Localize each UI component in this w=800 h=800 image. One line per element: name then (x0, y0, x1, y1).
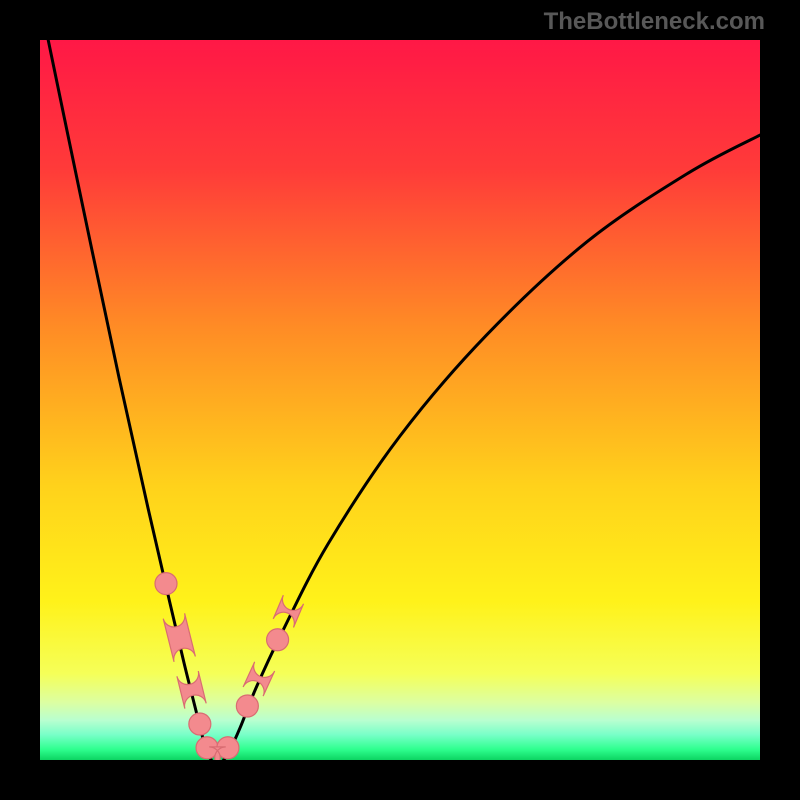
plot-area (40, 40, 760, 760)
watermark-text: TheBottleneck.com (544, 8, 765, 36)
figure-root: TheBottleneck.com (0, 0, 800, 800)
